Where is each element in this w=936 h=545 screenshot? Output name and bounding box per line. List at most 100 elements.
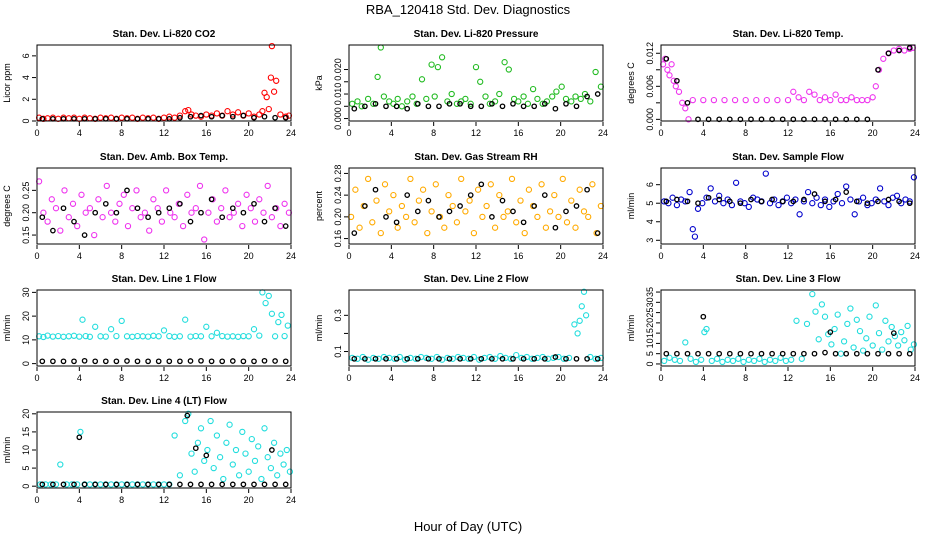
data-point — [761, 358, 768, 366]
data-point — [229, 461, 236, 468]
y-axis-label: ml/min — [2, 315, 12, 342]
data-point — [436, 103, 442, 110]
y-tick-label: 2 — [21, 97, 31, 102]
data-point — [446, 355, 453, 362]
data-point — [589, 181, 596, 188]
data-point — [553, 88, 560, 95]
y-tick-label: 20 — [21, 409, 31, 419]
data-point — [55, 332, 62, 340]
data-point — [97, 481, 104, 488]
data-point — [496, 191, 503, 199]
data-point — [139, 114, 146, 121]
data-point — [517, 197, 524, 204]
data-point — [510, 100, 516, 107]
data-point — [208, 333, 215, 340]
data-point — [508, 175, 516, 183]
data-point — [716, 350, 723, 357]
y-axis-label: degrees C — [2, 185, 12, 227]
data-point — [50, 358, 56, 365]
data-point — [235, 472, 243, 479]
data-point — [240, 112, 247, 119]
data-point — [831, 325, 838, 333]
figure-x-label: Hour of Day (UTC) — [414, 519, 522, 534]
data-point — [234, 200, 242, 207]
data-point — [478, 103, 485, 110]
data-point — [822, 116, 828, 123]
data-point — [888, 323, 895, 331]
data-point — [177, 481, 183, 488]
data-point — [60, 333, 67, 340]
data-point — [394, 224, 401, 231]
x-tick-label: 8 — [119, 495, 124, 505]
x-tick-label: 16 — [825, 128, 835, 138]
data-point — [834, 190, 841, 198]
data-point — [267, 74, 275, 81]
data-point — [748, 350, 754, 357]
plot-frame — [660, 289, 916, 367]
x-tick-label: 20 — [244, 128, 254, 138]
data-point — [229, 333, 236, 340]
data-point — [251, 457, 259, 465]
x-tick-label: 0 — [34, 128, 39, 138]
y-tick-label: 0.000 — [333, 107, 343, 130]
y-tick-label: 4 — [645, 219, 655, 224]
data-point — [369, 219, 376, 226]
data-point — [394, 95, 401, 103]
data-point — [224, 108, 231, 115]
plot-frame — [36, 289, 292, 367]
x-tick-label: 4 — [389, 373, 394, 383]
data-point — [894, 342, 902, 349]
y-tick-label: 0.012 — [645, 42, 655, 65]
data-point — [531, 355, 538, 362]
data-point — [70, 332, 78, 339]
chart-stan-dev-line-2-flow: Stan. Dev. Line 2 Flow ml/min 0 4 8 12 16 20 24 0… — [314, 274, 608, 383]
data-point — [470, 229, 478, 237]
data-point — [597, 354, 605, 362]
data-point — [196, 182, 204, 190]
x-tick-label: 12 — [471, 373, 481, 383]
data-point — [822, 349, 828, 356]
data-point — [684, 198, 691, 205]
data-point — [99, 214, 106, 221]
data-point — [837, 96, 845, 104]
data-point — [229, 205, 236, 212]
data-point — [364, 175, 372, 183]
data-point — [572, 93, 579, 100]
data-point — [50, 481, 56, 488]
data-point — [265, 292, 272, 300]
x-tick-label: 20 — [556, 373, 566, 383]
data-point — [671, 356, 678, 363]
data-point — [510, 355, 516, 362]
data-point — [869, 94, 876, 101]
data-point — [489, 100, 495, 107]
data-point — [129, 205, 136, 212]
data-point — [853, 198, 860, 205]
chart-stan-dev-line-4-lt-flow: Stan. Dev. Line 4 (LT) Flow ml/min 0 4 8 12 16… — [2, 396, 296, 505]
data-point — [568, 197, 575, 204]
data-point — [390, 100, 397, 107]
data-point — [487, 181, 494, 188]
data-point — [234, 109, 242, 116]
data-point — [188, 209, 195, 216]
data-point — [726, 350, 733, 357]
x-tick-label: 20 — [244, 495, 254, 505]
data-point — [879, 346, 886, 353]
data-point — [407, 175, 414, 183]
y-tick-label: 0.25 — [21, 182, 31, 200]
data-point — [219, 481, 226, 488]
data-point — [242, 450, 249, 457]
x-tick-label: 16 — [825, 373, 835, 383]
data-point — [226, 214, 233, 221]
y-axis-label: ml/min — [626, 193, 636, 220]
data-point — [205, 209, 212, 216]
data-point — [843, 116, 850, 123]
data-point — [81, 357, 88, 364]
data-point — [496, 90, 503, 98]
data-point — [113, 481, 120, 488]
data-point — [118, 114, 125, 121]
data-point — [60, 481, 67, 488]
y-tick-label: 0.20 — [21, 204, 31, 222]
chart-title: Stan. Dev. Line 4 (LT) Flow — [101, 396, 227, 407]
data-point — [875, 329, 883, 337]
data-point — [277, 111, 284, 118]
